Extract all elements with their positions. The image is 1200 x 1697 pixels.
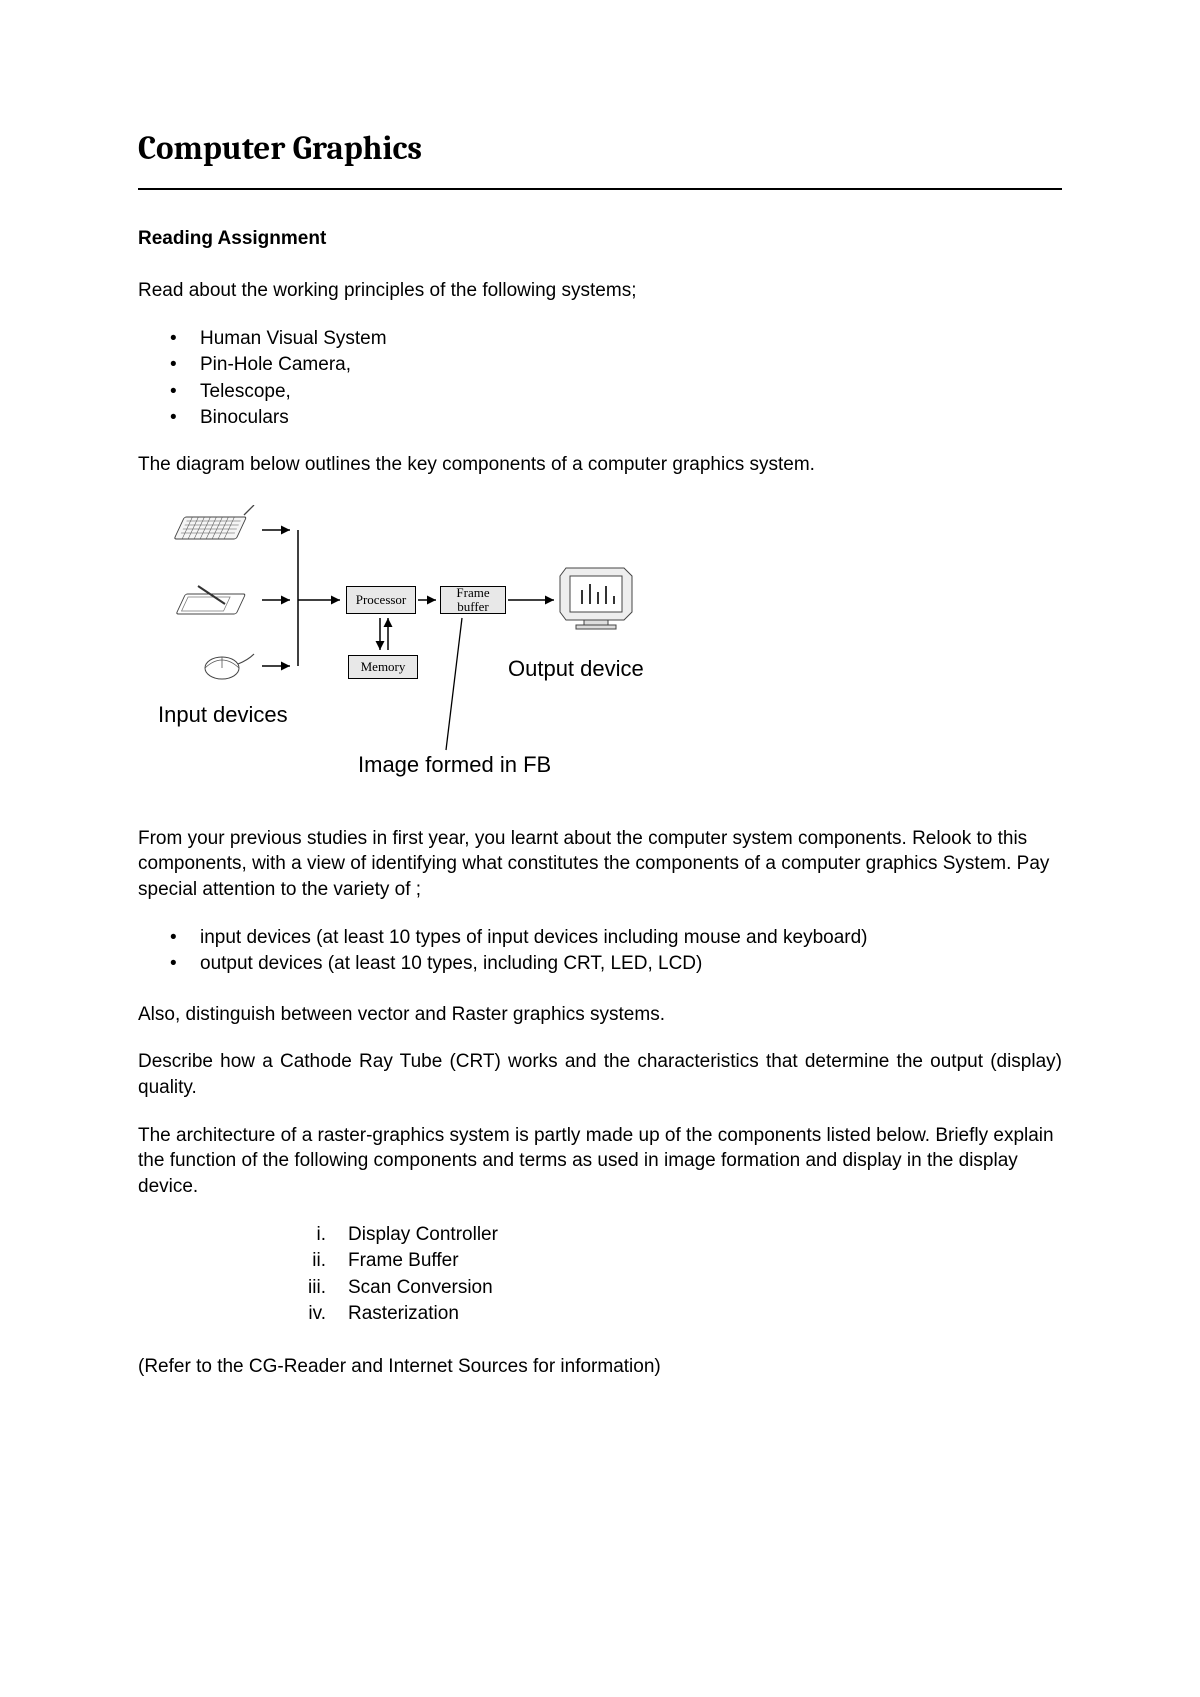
list-item: input devices (at least 10 types of inpu… bbox=[200, 925, 1062, 952]
component-name: Scan Conversion bbox=[348, 1275, 493, 1302]
diagram-intro: The diagram below outlines the key compo… bbox=[138, 452, 1062, 478]
components-list: i.Display Controller ii.Frame Buffer iii… bbox=[298, 1222, 1062, 1328]
roman-numeral: ii. bbox=[298, 1248, 348, 1275]
roman-numeral: iv. bbox=[298, 1301, 348, 1328]
list-item: iii.Scan Conversion bbox=[298, 1275, 1062, 1302]
page-title: Computer Graphics bbox=[138, 130, 1062, 168]
footer-reference: (Refer to the CG-Reader and Internet Sou… bbox=[138, 1354, 1062, 1380]
list-item: Binoculars bbox=[200, 405, 1062, 432]
list-item: iv.Rasterization bbox=[298, 1301, 1062, 1328]
io-list: input devices (at least 10 types of inpu… bbox=[200, 925, 1062, 978]
image-formed-label: Image formed in FB bbox=[358, 752, 551, 778]
architecture-paragraph: The architecture of a raster-graphics sy… bbox=[138, 1123, 1062, 1200]
roman-numeral: iii. bbox=[298, 1275, 348, 1302]
output-device-label: Output device bbox=[508, 656, 644, 682]
component-name: Rasterization bbox=[348, 1301, 459, 1328]
list-item: Telescope, bbox=[200, 379, 1062, 406]
prev-studies-paragraph: From your previous studies in first year… bbox=[138, 826, 1062, 903]
roman-numeral: i. bbox=[298, 1222, 348, 1249]
graphics-system-diagram: Processor Frame buffer Memory bbox=[158, 500, 798, 810]
list-item: ii.Frame Buffer bbox=[298, 1248, 1062, 1275]
input-devices-label: Input devices bbox=[158, 702, 288, 728]
list-item: i.Display Controller bbox=[298, 1222, 1062, 1249]
list-item: output devices (at least 10 types, inclu… bbox=[200, 951, 1062, 978]
component-name: Display Controller bbox=[348, 1222, 498, 1249]
intro-paragraph: Read about the working principles of the… bbox=[138, 278, 1062, 304]
list-item: Human Visual System bbox=[200, 326, 1062, 353]
component-name: Frame Buffer bbox=[348, 1248, 459, 1275]
systems-list: Human Visual System Pin-Hole Camera, Tel… bbox=[200, 326, 1062, 432]
crt-paragraph: Describe how a Cathode Ray Tube (CRT) wo… bbox=[138, 1049, 1062, 1100]
document-page: Computer Graphics Reading Assignment Rea… bbox=[0, 0, 1200, 1380]
list-item: Pin-Hole Camera, bbox=[200, 352, 1062, 379]
title-rule bbox=[138, 188, 1062, 190]
section-heading: Reading Assignment bbox=[138, 228, 1062, 250]
vector-raster-paragraph: Also, distinguish between vector and Ras… bbox=[138, 1002, 1062, 1028]
